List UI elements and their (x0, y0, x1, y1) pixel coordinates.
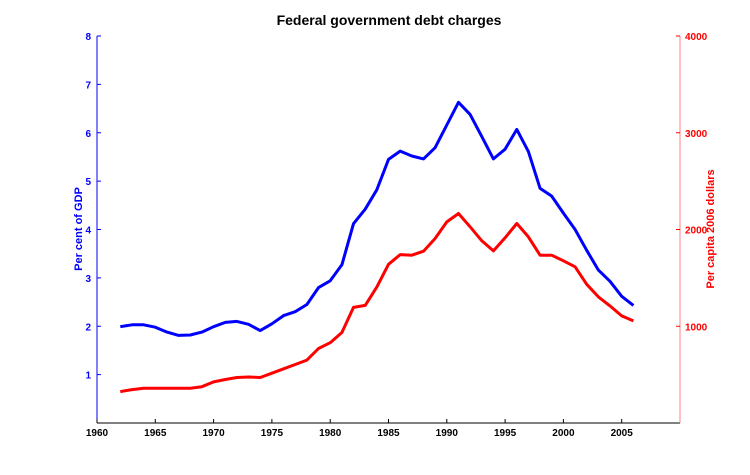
x-tick-label: 1995 (494, 428, 517, 439)
y-right-tick-label: 1000 (685, 322, 708, 333)
x-tick-label: 1975 (261, 428, 284, 439)
x-tick-label: 1965 (144, 428, 167, 439)
y-left-tick-label: 4 (85, 226, 91, 237)
y-left-tick-label: 8 (85, 32, 91, 43)
y-right-tick-label: 3000 (685, 129, 708, 140)
chart-title: Federal government debt charges (277, 12, 502, 28)
x-tick-label: 2000 (552, 428, 575, 439)
x-tick-label: 1985 (377, 428, 400, 439)
x-tick-label: 1990 (436, 428, 459, 439)
x-tick-label: 1980 (319, 428, 342, 439)
y-left-tick-label: 3 (85, 274, 91, 285)
x-tick-label: 1960 (86, 428, 109, 439)
y-left-tick-label: 7 (85, 80, 91, 91)
y-left-tick-label: 2 (85, 322, 91, 333)
y-axis-right-label: Per capita 2006 dollars (705, 169, 717, 288)
x-tick-label: 2005 (611, 428, 634, 439)
y-axis-left-label: Per cent of GDP (73, 187, 85, 271)
gdp-share-line (120, 100, 635, 337)
y-left-tick-label: 5 (85, 177, 91, 188)
y-left-tick-label: 1 (85, 371, 91, 382)
y-left-tick-label: 6 (85, 129, 91, 140)
x-tick-label: 1970 (202, 428, 225, 439)
per-capita-line (120, 212, 634, 394)
y-right-tick-label: 2000 (685, 226, 708, 237)
y-right-tick-label: 4000 (685, 32, 708, 43)
